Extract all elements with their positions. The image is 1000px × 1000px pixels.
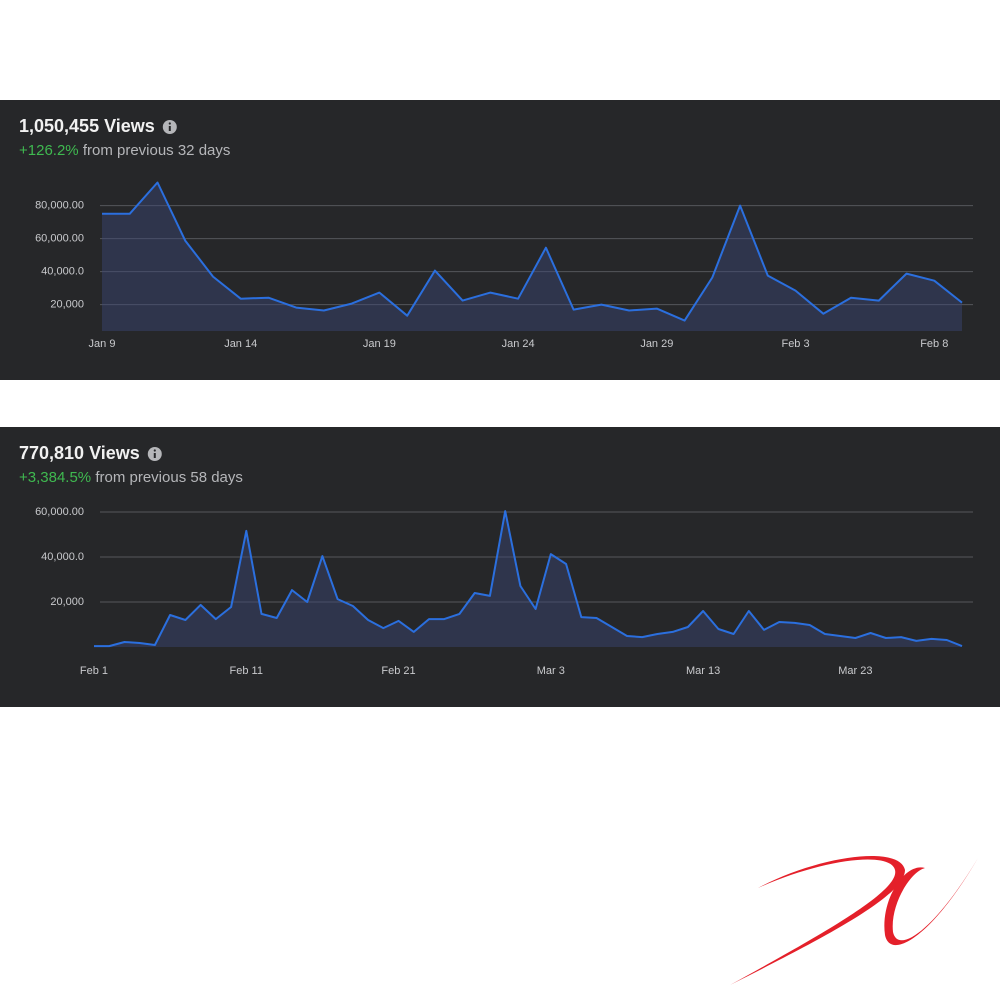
y-tick-label: 60,000.00 [35, 506, 84, 518]
y-tick-label: 20,000 [50, 596, 84, 608]
x-tick-label: Feb 1 [80, 665, 108, 677]
line [102, 181, 963, 322]
area [94, 511, 962, 647]
change-value: +126.2% [19, 142, 79, 159]
chart-panel: 1,050,455 Views +126.2% from previous 32 … [0, 100, 1000, 380]
logo-stroke [884, 858, 978, 946]
x-tick-label: Jan 19 [363, 338, 396, 350]
y-tick-label: 20,000 [50, 299, 84, 311]
panel-background [0, 100, 1000, 380]
x-tick-label: Jan 9 [89, 338, 116, 350]
y-tick-label: 80,000.00 [35, 200, 84, 212]
info-icon-bar [168, 126, 171, 131]
x-tick-label: Feb 3 [781, 338, 809, 350]
line [94, 510, 963, 648]
info-icon-bar [153, 453, 156, 458]
change-text: from previous 58 days [95, 469, 243, 486]
subtitle: +126.2% from previous 32 days [19, 142, 230, 159]
x-tick-label: Feb 21 [381, 665, 415, 677]
chart-title: 770,810 Views [19, 443, 140, 463]
x-tick-label: Mar 13 [686, 665, 720, 677]
x-tick-label: Feb 11 [230, 665, 263, 677]
x-tick-label: Jan 29 [640, 338, 673, 350]
area [102, 182, 962, 331]
y-tick-label: 40,000.0 [41, 266, 84, 278]
chart-title: 1,050,455 Views [19, 116, 155, 136]
change-value: +3,384.5% [19, 469, 91, 486]
chart-panel: 770,810 Views +3,384.5% from previous 58 … [0, 427, 1000, 707]
x-tick-label: Feb 8 [920, 338, 948, 350]
info-icon-dot [168, 122, 171, 125]
change-text: from previous 32 days [83, 142, 231, 159]
info-icon-dot [153, 449, 156, 452]
x-tick-label: Mar 23 [838, 665, 872, 677]
panel-background [0, 427, 1000, 707]
y-tick-label: 40,000.0 [41, 551, 84, 563]
x-tick-label: Jan 24 [502, 338, 535, 350]
x-tick-label: Jan 14 [224, 338, 257, 350]
subtitle: +3,384.5% from previous 58 days [19, 469, 243, 486]
signature-logo [730, 856, 978, 985]
x-tick-label: Mar 3 [537, 665, 565, 677]
y-tick-label: 60,000.00 [35, 233, 84, 245]
